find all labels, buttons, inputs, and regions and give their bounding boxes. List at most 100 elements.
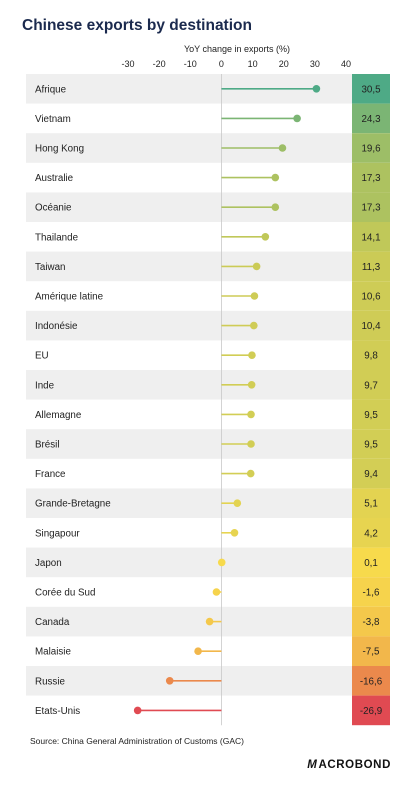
category-label: Russie xyxy=(35,676,65,687)
lollipop-dot xyxy=(133,706,142,715)
lollipop-dot xyxy=(293,114,301,123)
value-label: 0,1 xyxy=(364,558,378,569)
row-band xyxy=(26,429,352,459)
category-label: Vietnam xyxy=(35,114,71,125)
value-cell xyxy=(352,370,390,400)
lollipop-dot xyxy=(217,558,226,567)
category-labels: Afrique Vietnam Hong Kong Australie Océanie T… xyxy=(35,84,111,717)
lollipop-dot xyxy=(230,529,239,537)
value-column: 30,5 24,3 19,6 17,3 17,3 14,1 11,3 10,6 10,4 9,8 9… xyxy=(352,74,390,726)
category-label: Océanie xyxy=(35,203,72,214)
category-label: Grande-Bretagne xyxy=(35,499,111,510)
value-label: 9,7 xyxy=(364,380,378,391)
value-label: -3,8 xyxy=(363,617,380,628)
chart-title: Chinese exports by destination xyxy=(22,17,252,34)
value-label: 9,8 xyxy=(364,351,378,362)
category-label: Inde xyxy=(35,380,55,391)
lollipop-dot xyxy=(278,144,287,152)
row-band xyxy=(26,606,352,637)
category-label: Australie xyxy=(35,173,74,184)
x-tick-label: 0 xyxy=(219,59,224,69)
category-label: Corée du Sud xyxy=(35,588,95,599)
x-tick-label: 10 xyxy=(248,59,258,69)
value-label: -7,5 xyxy=(363,647,380,658)
lollipop-marks xyxy=(133,85,321,715)
value-cell xyxy=(352,74,390,104)
lollipop-dot xyxy=(248,351,256,360)
value-label: 17,3 xyxy=(361,173,381,184)
value-cell xyxy=(352,310,390,341)
row-band xyxy=(26,251,352,282)
category-label: Etats-Unis xyxy=(35,706,80,717)
value-label: -16,6 xyxy=(360,676,383,687)
value-cell xyxy=(352,340,390,370)
value-cell xyxy=(352,695,390,726)
value-label: 30,5 xyxy=(361,84,381,95)
row-band xyxy=(26,547,352,578)
value-cell xyxy=(352,162,390,193)
lollipop-dot xyxy=(246,469,255,478)
lollipop-dot xyxy=(312,85,321,93)
x-tick-label: 20 xyxy=(279,59,289,69)
row-band xyxy=(26,488,352,518)
row-backgrounds xyxy=(26,74,352,696)
lollipop-dot xyxy=(261,233,270,241)
row-band xyxy=(26,133,352,163)
row-band xyxy=(26,370,352,400)
value-label: 10,6 xyxy=(361,292,381,303)
lollipop-dot xyxy=(165,677,174,685)
lollipop-dot xyxy=(194,647,202,655)
lollipop-dot xyxy=(205,617,214,626)
value-cell xyxy=(352,103,390,134)
x-axis-label: YoY change in exports (%) xyxy=(184,44,290,54)
value-label: -26,9 xyxy=(360,706,382,717)
x-tick-label: -30 xyxy=(121,59,134,69)
value-cell xyxy=(352,518,390,548)
category-label: France xyxy=(35,469,66,480)
value-label: 11,3 xyxy=(362,262,381,273)
value-label: 9,4 xyxy=(364,469,378,480)
category-label: Japon xyxy=(35,558,62,569)
brand-logo: MACROBOND xyxy=(307,759,391,771)
category-label: Indonésie xyxy=(35,321,78,332)
value-cell xyxy=(352,547,390,578)
category-label: Singapour xyxy=(35,528,80,539)
lollipop-dot xyxy=(271,173,280,182)
x-tick-label: 30 xyxy=(310,59,320,69)
brand-mark: M xyxy=(307,759,318,771)
value-label: 10,4 xyxy=(361,321,381,332)
category-label: Amérique latine xyxy=(35,292,104,303)
lollipop-dot xyxy=(271,203,280,211)
x-tick-label: -10 xyxy=(184,59,197,69)
value-label: 17,3 xyxy=(361,203,381,214)
value-label: 19,6 xyxy=(361,144,381,155)
category-label: Brésil xyxy=(35,440,60,451)
value-label: 14,1 xyxy=(361,232,380,243)
x-tick-label: -20 xyxy=(153,59,166,69)
value-cell xyxy=(352,488,390,518)
value-label: 24,3 xyxy=(361,114,381,125)
value-cell xyxy=(352,577,390,607)
value-label: 9,5 xyxy=(364,440,378,451)
value-cell xyxy=(352,606,390,637)
value-label: 5,1 xyxy=(364,499,378,510)
value-cell xyxy=(352,222,390,252)
category-label: EU xyxy=(35,351,49,362)
value-cell xyxy=(352,192,390,222)
lollipop-dot xyxy=(212,588,221,596)
category-label: Malaisie xyxy=(35,647,71,658)
value-cell xyxy=(352,458,390,489)
lollipop-dot xyxy=(252,262,261,271)
row-band xyxy=(26,192,352,222)
brand-wordmark: ACROBOND xyxy=(318,759,391,771)
category-label: Canada xyxy=(35,617,70,628)
value-cell xyxy=(352,666,390,696)
category-label: Afrique xyxy=(35,84,67,95)
category-label: Allemagne xyxy=(35,410,82,421)
source-note: Source: China General Administration of … xyxy=(30,736,245,746)
category-label: Taiwan xyxy=(35,262,66,273)
value-cell xyxy=(352,399,390,430)
category-label: Thailande xyxy=(35,232,79,243)
row-band xyxy=(26,310,352,341)
value-cell xyxy=(352,429,390,459)
